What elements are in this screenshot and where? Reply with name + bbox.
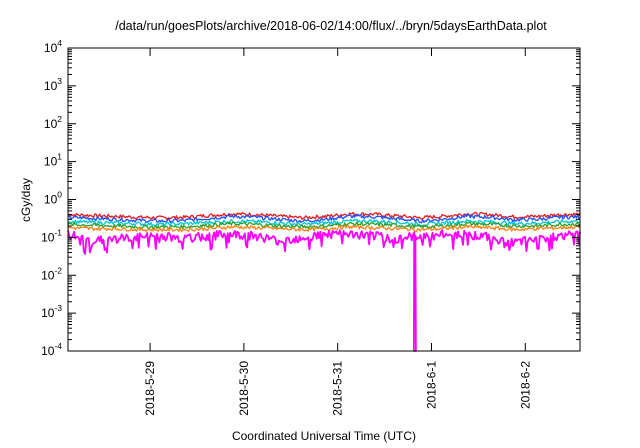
x-axis-label: Coordinated Universal Time (UTC) <box>232 429 416 443</box>
y-tick-label: 10-4 <box>41 341 62 358</box>
plot-frame <box>67 47 581 352</box>
x-tick-label: 2018-6-1 <box>424 361 438 409</box>
series-line-2 <box>67 213 581 224</box>
y-tick-label: 101 <box>44 152 62 169</box>
x-tick-label: 2018-5-29 <box>143 361 157 416</box>
x-tick-label: 2018-6-2 <box>518 361 532 409</box>
y-tick-label: 10-1 <box>41 227 62 244</box>
series-line-3 <box>67 218 581 227</box>
chart-title: /data/run/goesPlots/archive/2018-06-02/1… <box>115 19 547 33</box>
series-group <box>67 211 581 352</box>
y-tick-label: 10-3 <box>41 303 62 320</box>
y-tick-label: 103 <box>44 76 62 93</box>
series-line-4 <box>67 221 581 230</box>
x-tick-label: 2018-5-30 <box>237 361 251 416</box>
y-tick-label: 104 <box>44 38 62 55</box>
x-axis: 2018-5-29 2018-5-30 2018-5-31 2018-6-1 2018-… <box>143 48 532 416</box>
y-tick-label: 100 <box>44 190 62 207</box>
y-axis-label: cGy/day <box>19 178 33 222</box>
y-tick-label: 102 <box>44 114 62 131</box>
series-line-6 <box>67 229 581 352</box>
series-line-1 <box>67 211 581 221</box>
plot-area <box>67 47 581 352</box>
y-tick-label: 10-2 <box>41 265 62 282</box>
series-line-5 <box>67 224 581 233</box>
x-tick-label: 2018-5-31 <box>331 361 345 416</box>
y-axis: 10-4 10-3 10-2 10-1 100 101 102 103 104 <box>41 38 580 358</box>
